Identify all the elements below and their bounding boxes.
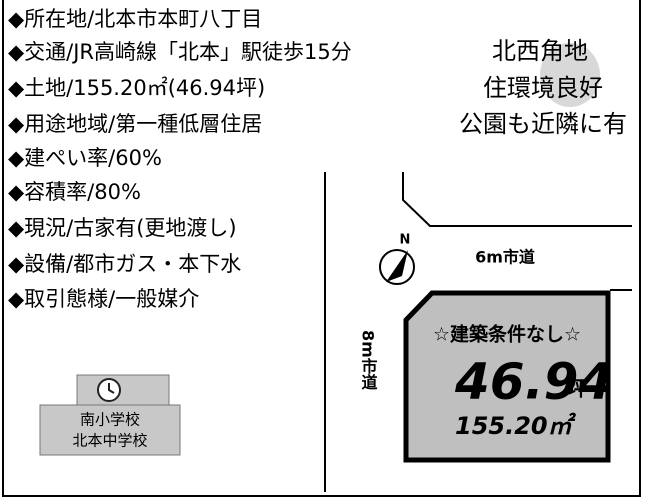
detail-item: ◆取引態様/一般媒介 <box>8 287 199 311</box>
highlight-bg <box>540 43 600 107</box>
tsubo-unit: 坪 <box>568 377 588 401</box>
lot-note: ☆建築条件なし☆ <box>433 323 581 346</box>
road-label: 8m市道 <box>359 330 378 390</box>
highlight: 公園も近隣に有 <box>459 110 627 138</box>
detail-item: ◆現況/古家有(更地渡し) <box>8 216 237 240</box>
details-list: ◆所在地/北本市本町八丁目 ◆交通/JR高崎線「北本」駅徒歩15分 ◆土地/155.… <box>8 7 352 311</box>
detail-item: ◆所在地/北本市本町八丁目 <box>8 7 262 31</box>
detail-item: ◆土地/155.20㎡(46.94坪) <box>8 76 265 100</box>
clock-hands <box>108 383 115 394</box>
lot-tsubo: 46.94 <box>454 353 613 411</box>
detail-item: ◆設備/都市ガス・本下水 <box>8 252 241 276</box>
lot <box>403 290 611 463</box>
detail-item: ◆交通/JR高崎線「北本」駅徒歩15分 <box>8 40 352 64</box>
school: 北本中学校 <box>72 432 147 450</box>
detail-item: ◆建ぺい率/60% <box>8 146 162 170</box>
highlight: 住環境良好 <box>483 74 603 102</box>
school-box <box>39 404 181 456</box>
compass-needle <box>386 250 408 282</box>
detail-item: ◆用途地域/第一種低層住居 <box>8 112 262 136</box>
school: 南小学校 <box>80 411 140 429</box>
school-icon <box>76 374 170 406</box>
highlight: 北西角地 <box>492 37 588 65</box>
road-line <box>402 172 632 227</box>
north-label: N <box>400 233 411 248</box>
lot-area: 155.20㎡ <box>455 412 577 440</box>
detail-item: ◆容積率/80% <box>8 180 141 204</box>
road-label: 6m市道 <box>475 248 535 267</box>
